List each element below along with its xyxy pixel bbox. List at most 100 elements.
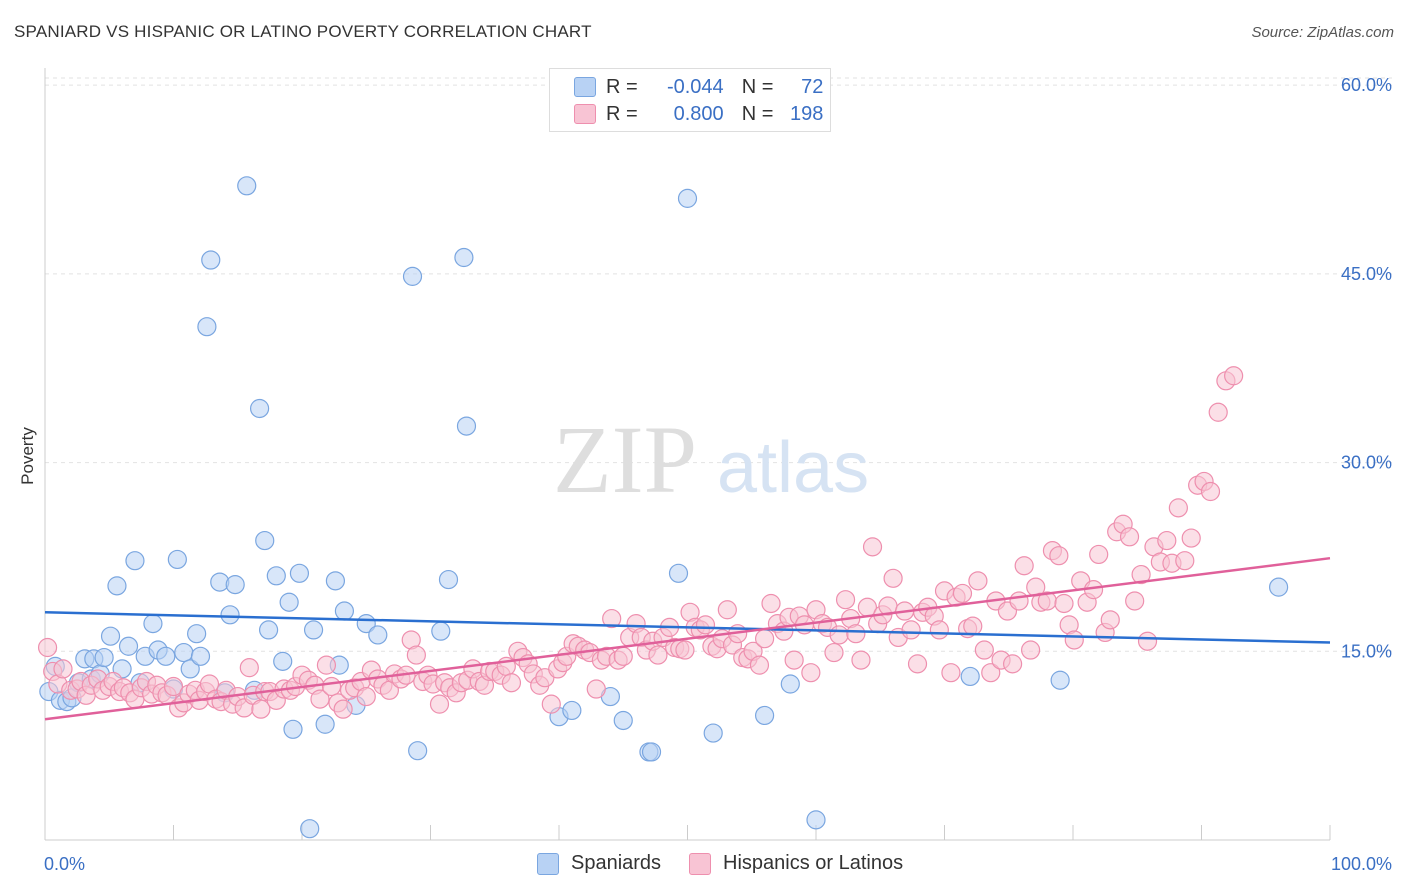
spaniards-point [402, 266, 423, 286]
spaniards-point [197, 317, 217, 337]
hispanics-point [310, 689, 330, 709]
hispanics-point [541, 694, 561, 714]
hispanics-point [321, 676, 342, 697]
spaniards-point [960, 666, 980, 687]
hispanics-point [1137, 631, 1158, 651]
spaniards-point [266, 566, 286, 586]
hispanics-point [784, 650, 804, 670]
spaniards-point [220, 605, 240, 625]
spaniards-point [167, 549, 187, 570]
hispanics-point [1009, 591, 1029, 611]
hispanics-point [1089, 544, 1109, 565]
hispanics-point [1175, 551, 1195, 571]
hispanics-point [1200, 481, 1221, 502]
spaniards-point [279, 592, 299, 612]
hispanics-point [1131, 564, 1151, 585]
hispanics-point [1119, 527, 1140, 547]
hispanics-point [602, 608, 622, 629]
spaniards-point [368, 625, 388, 645]
spaniards-point [190, 646, 211, 666]
spaniards-point [1050, 670, 1070, 690]
hispanics-point [907, 654, 928, 674]
legend-item-spaniards[interactable]: Spaniards [537, 852, 661, 875]
hispanics-point [829, 625, 849, 645]
stats-legend: R = -0.044 N = 72 R = 0.800 N = 198 [549, 68, 831, 132]
tick-labels: 15.0% 30.0% 45.0% 60.0% 0.0% 100.0% [44, 75, 1392, 874]
spaniards-point [780, 674, 800, 694]
hispanics-point [749, 655, 770, 675]
hispanics-point [862, 537, 883, 557]
hispanics-point [648, 645, 668, 665]
legend-n-value-hispanics: 198 [790, 102, 824, 125]
legend-r-value-hispanics: 0.800 [673, 102, 724, 125]
series-legend: Spaniards Hispanics or Latinos [0, 852, 1406, 878]
hispanics-point [1003, 654, 1023, 674]
hispanics-point [952, 583, 973, 604]
y-tick-label: 45.0% [1341, 264, 1392, 284]
hispanics-point [163, 676, 184, 697]
hispanics-point [1208, 402, 1228, 422]
spaniards-point [201, 250, 221, 270]
spaniards-trend-line [44, 611, 1331, 644]
y-tick-label: 15.0% [1341, 641, 1392, 661]
chart-title: SPANIARD VS HISPANIC OR LATINO POVERTY C… [14, 22, 592, 41]
spaniards-point [315, 714, 335, 734]
hispanics-point [974, 640, 994, 660]
trend-lines [44, 556, 1331, 721]
hispanics-point [501, 673, 522, 693]
hispanics-point [1181, 528, 1201, 548]
legend-swatch-spaniards [574, 77, 596, 97]
hispanics-point [1049, 546, 1069, 566]
hispanics-point [1054, 593, 1074, 614]
spaniards-point [1268, 577, 1289, 597]
spaniards-point [754, 705, 775, 726]
spaniards-point [806, 810, 826, 830]
legend-swatch-spaniards [537, 852, 559, 875]
hispanics-point [801, 663, 821, 683]
hispanics-point [675, 640, 695, 660]
hispanics-point [1157, 530, 1177, 551]
spaniards-point [107, 576, 127, 596]
legend-row-spaniards: R = -0.044 N = 72 [574, 76, 823, 98]
hispanics-point [824, 642, 844, 663]
x-tick-label: 100.0% [1331, 854, 1392, 874]
hispanics-point [37, 637, 58, 658]
spaniards-point [249, 398, 270, 419]
hispanics-point [981, 663, 1001, 683]
watermark: ZIP atlas [553, 406, 869, 513]
hispanics-trend-line [44, 556, 1331, 721]
spaniards-point [408, 741, 428, 761]
hispanics-point [883, 568, 903, 588]
spaniards-point [641, 742, 662, 762]
hispanics-point [901, 620, 921, 640]
spaniards-point [187, 624, 207, 644]
spaniards-point [143, 614, 163, 634]
legend-row-hispanics: R = 0.800 N = 198 [574, 103, 823, 125]
y-tick-label: 30.0% [1341, 453, 1392, 473]
spaniards-point [431, 621, 451, 641]
spaniards-point [156, 646, 176, 666]
hispanics-point [1064, 630, 1084, 650]
spaniards-point [438, 569, 459, 590]
hispanics-point [1168, 498, 1188, 518]
hispanics-point [613, 646, 633, 666]
hispanics-point [846, 624, 866, 644]
legend-swatch-hispanics [574, 104, 596, 124]
hispanics-point [53, 659, 73, 679]
spaniards-point [118, 636, 139, 656]
spaniards-point [125, 551, 145, 571]
hispanics-point [239, 658, 259, 678]
spaniards-point [180, 659, 200, 679]
hispanics-point [851, 650, 871, 670]
hispanics-point [1014, 556, 1034, 576]
hispanics-point [356, 686, 376, 707]
spaniards-point [283, 719, 303, 739]
y-axis-label: Poverty [18, 427, 37, 485]
spaniards-point [300, 819, 320, 839]
x-tick-label: 0.0% [44, 854, 85, 874]
spaniards-point [677, 188, 698, 208]
spaniards-point [562, 700, 582, 721]
legend-item-hispanics[interactable]: Hispanics or Latinos [689, 852, 903, 875]
spaniards-point [325, 571, 346, 591]
